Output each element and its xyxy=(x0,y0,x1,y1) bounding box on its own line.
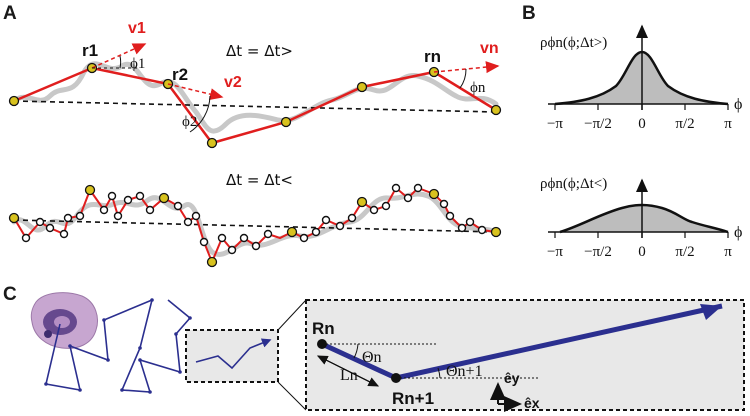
label-ey: êy xyxy=(504,370,520,386)
panel-label-a: A xyxy=(3,3,17,24)
step-segment-n1 xyxy=(395,303,723,381)
coarse-trajectory xyxy=(13,66,497,145)
label-Ln: Ln xyxy=(340,367,358,384)
fine-nodes xyxy=(21,183,487,255)
panel-label-c: C xyxy=(3,284,17,305)
zoom-connector-top xyxy=(277,299,307,331)
phi1-arc xyxy=(119,55,122,69)
tick-neg-pi-half: −π/2 xyxy=(584,116,612,132)
zoom-connector-bottom xyxy=(277,381,307,411)
label-Theta-n: Θn xyxy=(362,349,382,366)
cell-trajectory-nodes xyxy=(44,298,192,394)
label-r1: r1 xyxy=(82,41,98,60)
displacement-dashed-line-bottom xyxy=(13,219,497,233)
cell-image xyxy=(30,292,98,349)
label-phi2: ϕ2 xyxy=(182,114,197,130)
label-phin: ϕn xyxy=(470,80,486,96)
xaxis-symbol-bottom: ϕ xyxy=(734,224,742,241)
zoom-source-box xyxy=(185,329,279,383)
label-Rn: Rn xyxy=(312,319,335,338)
phi2-arc xyxy=(189,95,211,133)
label-ex: êx xyxy=(524,395,540,411)
panel-label-b: B xyxy=(522,3,536,24)
tick-zero-b: 0 xyxy=(638,244,646,260)
theta-n1-arc xyxy=(437,367,441,379)
velocity-arrow-vn xyxy=(433,61,500,74)
ylabel-bottom: ρϕn(ϕ;Δt<) xyxy=(540,176,607,192)
equation-bottom: Δt = Δt< xyxy=(226,171,293,189)
phin-arc xyxy=(459,68,467,89)
tick-zero: 0 xyxy=(638,116,646,132)
ylabel-top: ρϕn(ϕ;Δt>) xyxy=(540,35,607,51)
label-phi1: ϕ1 xyxy=(130,56,145,72)
xaxis-symbol-top: ϕ xyxy=(734,96,742,113)
distribution-top xyxy=(548,24,729,110)
tick-neg-pi-b: −π xyxy=(547,244,563,260)
distribution-bottom xyxy=(548,178,729,238)
step-arrowhead xyxy=(700,304,722,320)
step-segment-n xyxy=(320,341,398,381)
label-r2: r2 xyxy=(172,65,188,84)
label-v1: v1 xyxy=(128,20,146,37)
theta-n-arc xyxy=(353,343,359,359)
density-curve-bottom xyxy=(559,203,729,234)
ticks-top: −π −π/2 0 π/2 π xyxy=(547,116,732,132)
tick-pi-half: π/2 xyxy=(675,116,694,132)
label-rn: rn xyxy=(424,47,441,66)
tick-pi-half-b: π/2 xyxy=(675,244,694,260)
displacement-dashed-line xyxy=(13,100,497,113)
fine-trajectory xyxy=(13,186,497,265)
tick-neg-pi: −π xyxy=(547,116,563,132)
Ln-arrow-b xyxy=(316,355,379,387)
velocity-arrow-v2 xyxy=(167,83,224,101)
equation-top: Δt = Δt> xyxy=(226,42,293,60)
zoom-source-path xyxy=(195,338,272,370)
label-Theta-n1: Θn+1 xyxy=(446,363,483,380)
density-fill-bottom xyxy=(560,205,728,232)
label-v2: v2 xyxy=(224,74,242,91)
coarse-nodes-bottom xyxy=(8,184,502,268)
tick-pi-b: π xyxy=(724,244,732,260)
velocity-arrow-v1 xyxy=(91,43,147,69)
tick-neg-pi-half-b: −π/2 xyxy=(584,244,612,260)
ticks-bottom: −π −π/2 0 π/2 π xyxy=(547,244,732,260)
label-Rn1: Rn+1 xyxy=(392,389,434,408)
label-vn: vn xyxy=(480,40,499,57)
tick-pi: π xyxy=(724,116,732,132)
